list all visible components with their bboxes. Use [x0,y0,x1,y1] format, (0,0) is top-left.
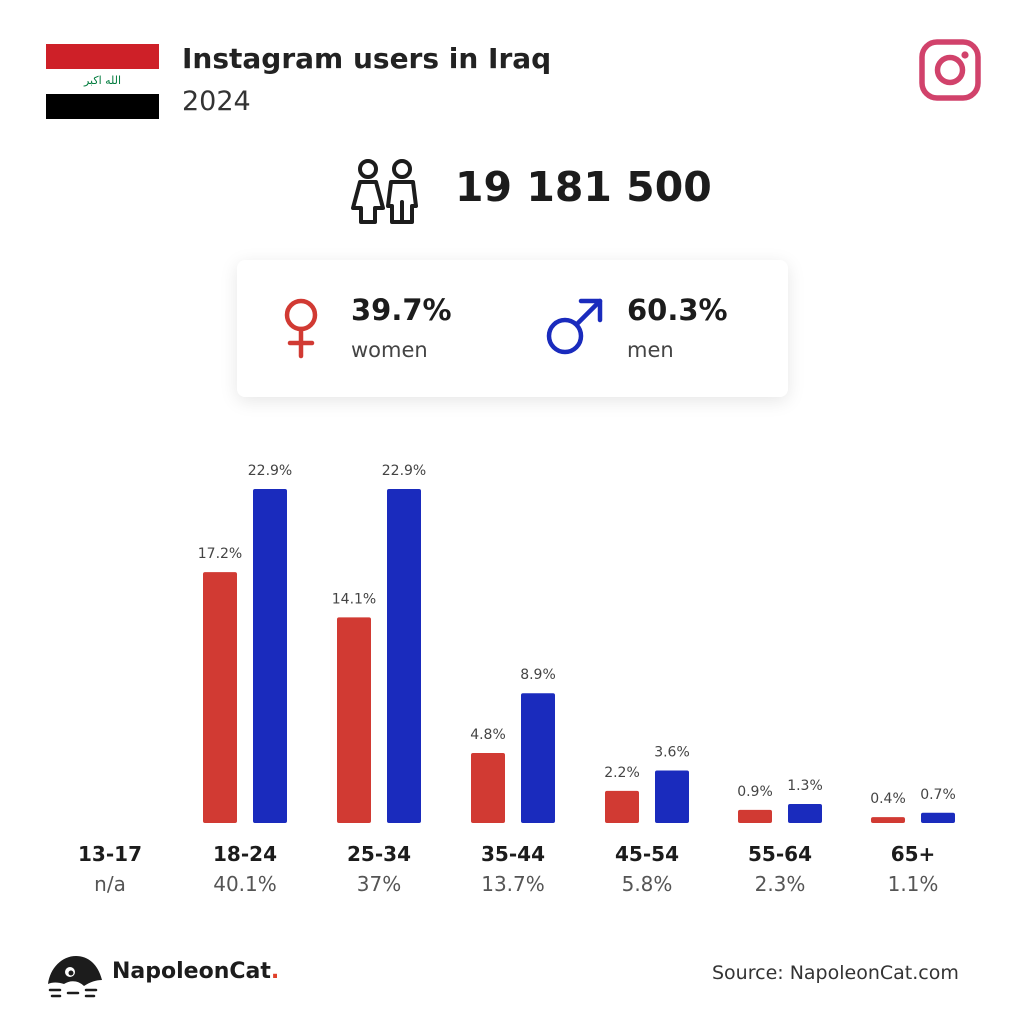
men-bar-25-34 [387,489,421,823]
women-value-label-45-54: 2.2% [604,765,640,781]
men-bar-55-64 [788,804,822,823]
age-group-label-18-24: 18-24 [213,842,277,866]
people-icon [351,159,418,224]
women-bar-45-54 [605,790,639,823]
age-group-total-65+: 1.1% [888,872,939,896]
women-bar-25-34 [337,617,371,823]
age-group-total-55-64: 2.3% [755,872,806,896]
men-value-label-25-34: 22.9% [382,463,426,479]
iraq-flag: الله اكبر [46,44,159,119]
flag-black-stripe [46,94,159,119]
age-group-total-25-34: 37% [357,872,401,896]
men-bar-18-24 [253,489,287,823]
age-group-label-35-44: 35-44 [481,842,545,866]
age-group-label-65+: 65+ [891,842,936,866]
men-value-label-35-44: 8.9% [520,667,556,683]
age-gender-bar-chart: 13-17 n/a 17.2% 22.9% 18-24 40.1% 14.1% 22.9% 25… [78,463,956,896]
men-bar-35-44 [521,693,555,823]
flag-white-stripe [46,69,159,94]
brand-dot: . [270,959,280,984]
age-group-label-55-64: 55-64 [748,842,812,866]
women-value-label-55-64: 0.9% [737,784,773,800]
age-group-label-45-54: 45-54 [615,842,679,866]
women-bar-35-44 [471,752,505,823]
page-year: 2024 [182,86,251,117]
flag-inscription: الله اكبر [83,74,122,87]
total-users: 19 181 500 [455,163,712,211]
women-percent: 39.7% [351,293,452,327]
men-bar-65+ [921,812,955,823]
age-group-label-13-17: 13-17 [78,842,142,866]
flag-red-stripe [46,44,159,69]
source-note: Source: NapoleonCat.com [712,962,959,984]
men-percent: 60.3% [627,293,728,327]
gender-card: 39.7% women 60.3% men [237,260,788,397]
men-label: men [627,338,674,362]
women-value-label-65+: 0.4% [870,791,906,807]
male-icon [546,298,603,355]
page-title: Instagram users in Iraq [182,42,552,75]
female-icon [284,298,318,359]
instagram-icon [919,39,981,101]
women-value-label-18-24: 17.2% [198,546,242,562]
age-group-total-45-54: 5.8% [622,872,673,896]
age-group-total-35-44: 13.7% [481,872,545,896]
age-group-total-18-24: 40.1% [213,872,277,896]
men-value-label-18-24: 22.9% [248,463,292,479]
age-group-label-25-34: 25-34 [347,842,411,866]
women-bar-55-64 [738,809,772,823]
women-label: women [351,338,428,362]
napoleoncat-logo [48,956,102,998]
brand-name: NapoleonCat. [112,959,279,984]
men-bar-45-54 [655,770,689,823]
brand-text: NapoleonCat [112,959,271,984]
men-value-label-45-54: 3.6% [654,744,690,760]
women-bar-65+ [871,817,905,823]
men-value-label-55-64: 1.3% [787,778,823,794]
women-value-label-25-34: 14.1% [332,591,376,607]
women-bar-18-24 [203,572,237,823]
women-value-label-35-44: 4.8% [470,727,506,743]
age-group-total-13-17: n/a [94,872,126,896]
men-value-label-65+: 0.7% [920,787,956,803]
